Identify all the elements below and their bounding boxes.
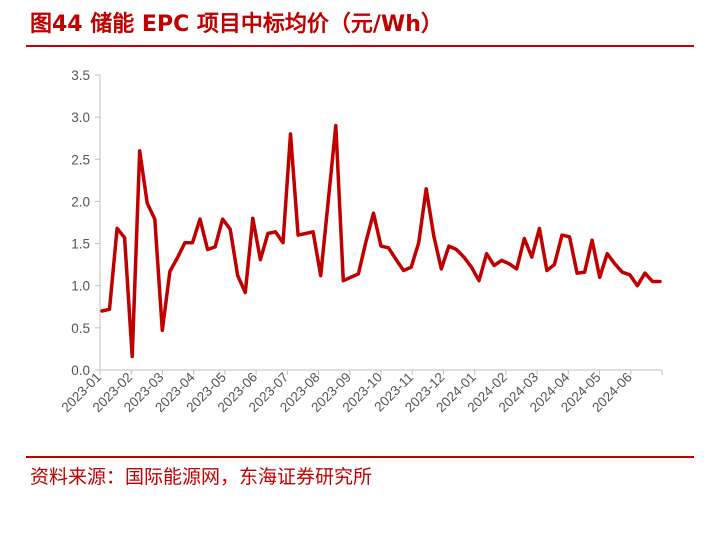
y-tick-label: 0.5 (71, 321, 90, 336)
series-line (100, 123, 662, 359)
source-rule (26, 456, 694, 458)
figure-source: 资料来源：国际能源网，东海证券研究所 (30, 466, 373, 488)
y-tick-label: 0.0 (71, 363, 90, 378)
y-tick-label: 1.5 (71, 237, 90, 252)
title-rule (26, 45, 694, 47)
y-tick-label: 3.0 (71, 110, 90, 125)
chart-tick-labels: 0.00.51.01.52.02.53.03.52023-012023-0220… (58, 68, 634, 415)
y-tick-label: 2.0 (71, 194, 90, 209)
chart-series (100, 123, 662, 359)
y-tick-label: 2.5 (71, 152, 90, 167)
y-tick-label: 3.5 (71, 68, 90, 83)
figure-title: 图44 储能 EPC 项目中标均价（元/Wh） (30, 12, 443, 37)
y-tick-label: 1.0 (71, 279, 90, 294)
line-chart: 0.00.51.01.52.02.53.03.52023-012023-0220… (58, 68, 663, 415)
chart-axes (95, 74, 663, 375)
